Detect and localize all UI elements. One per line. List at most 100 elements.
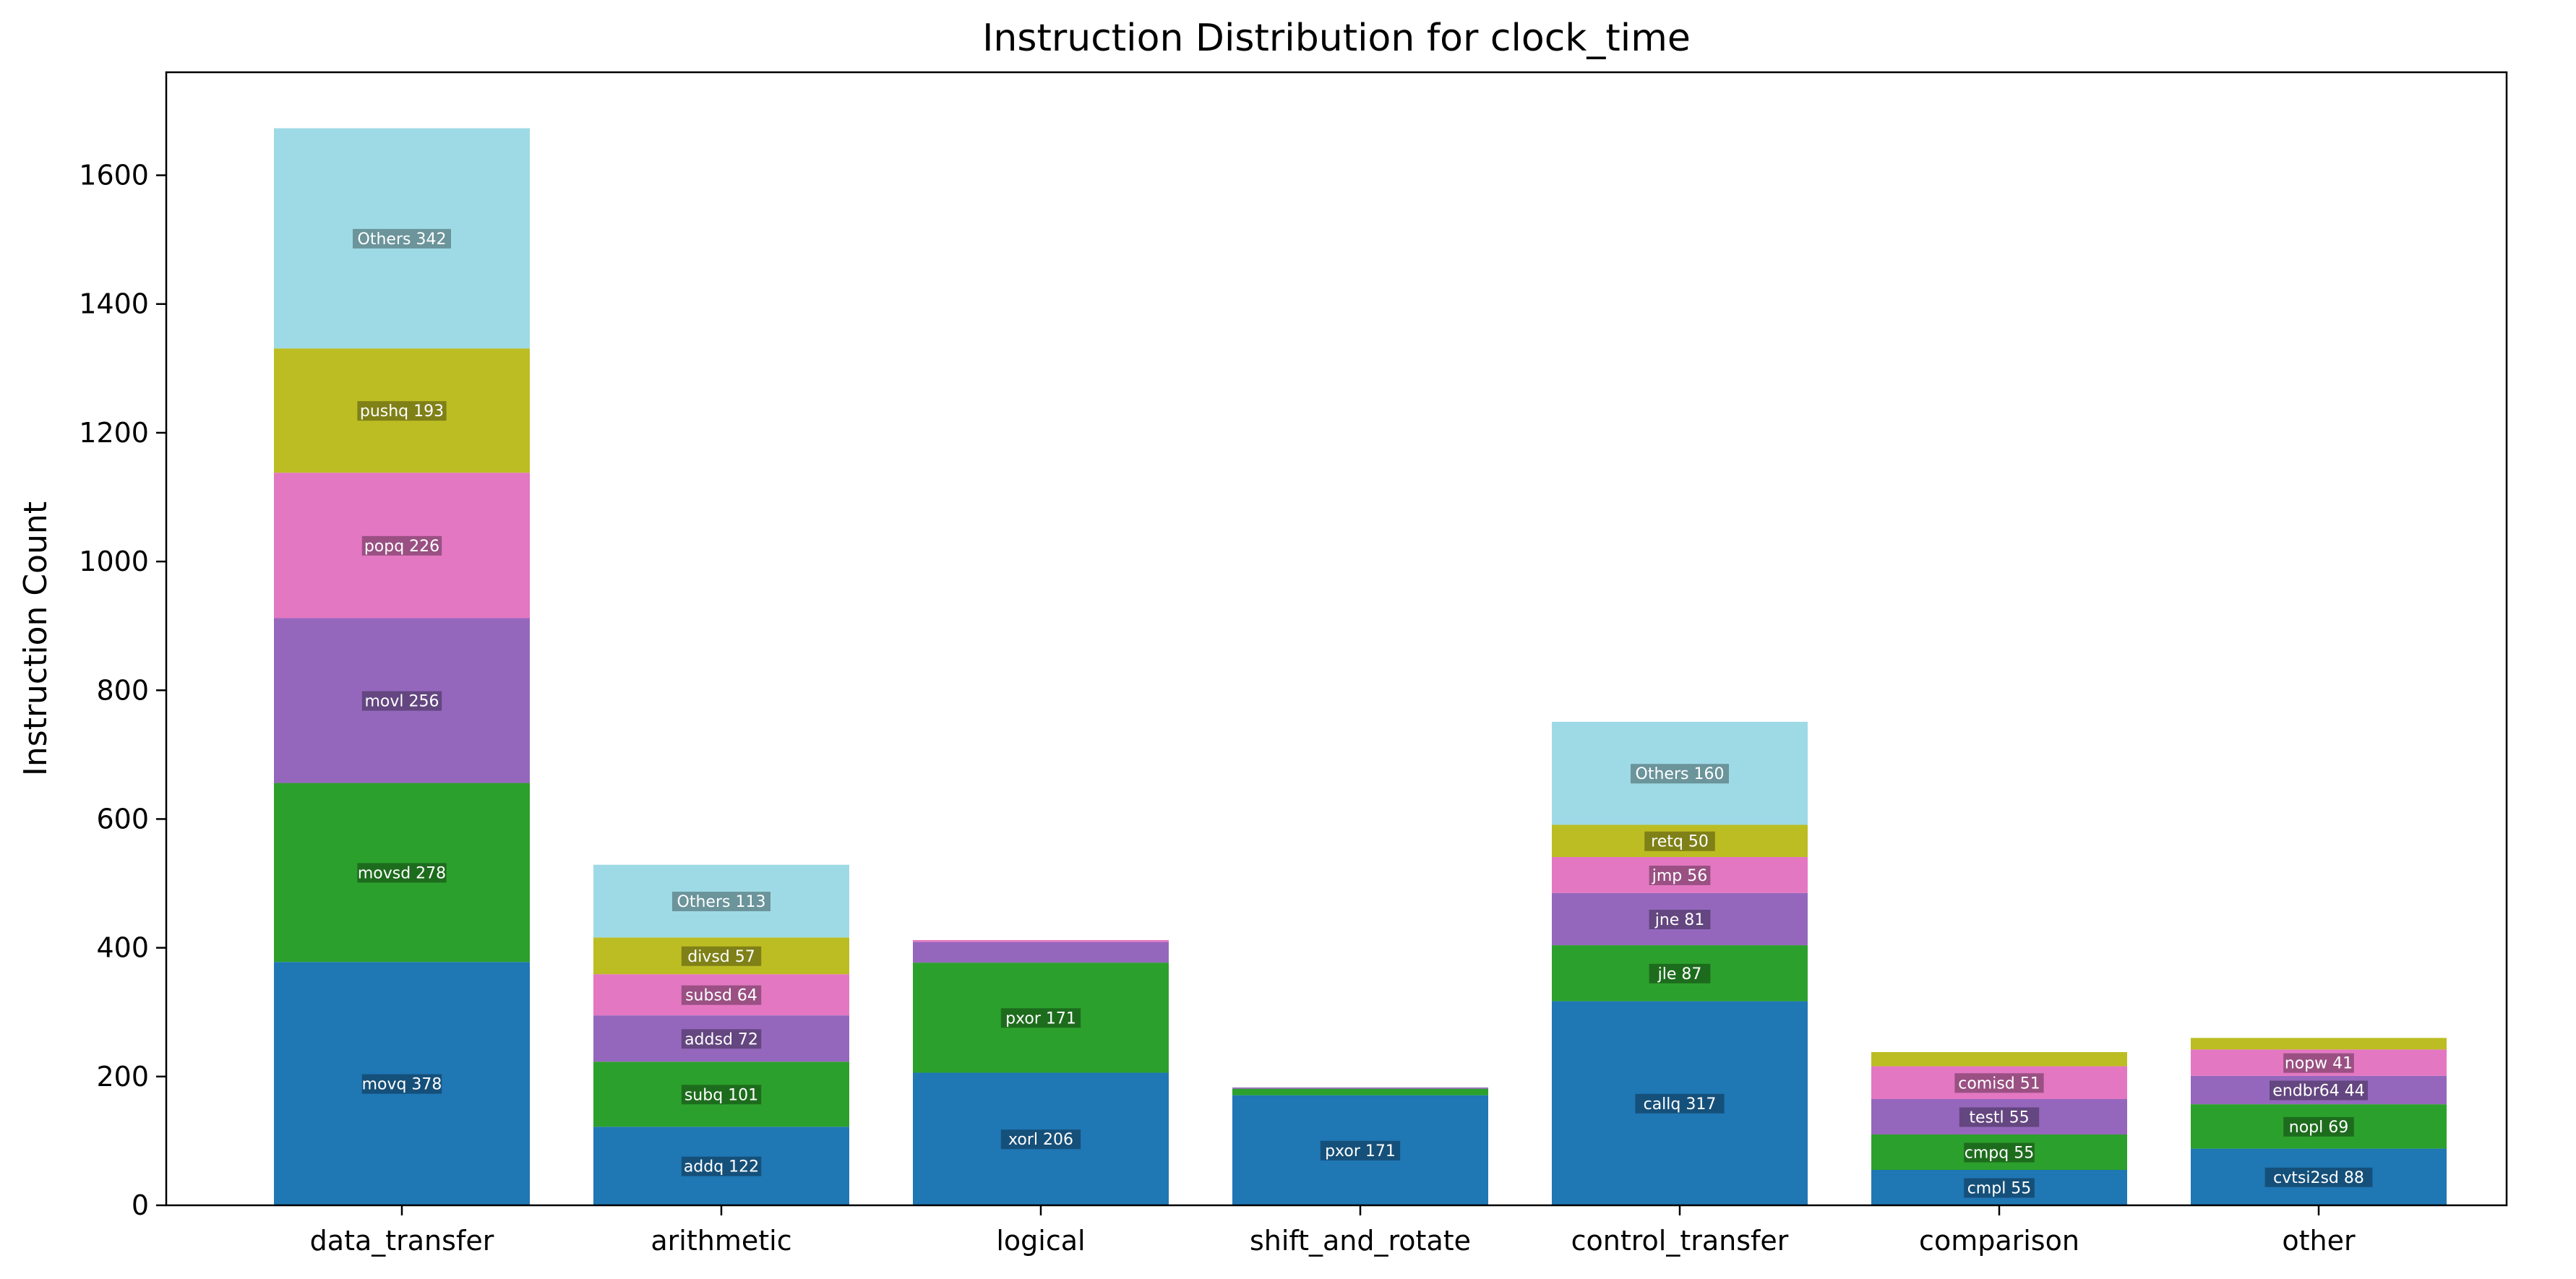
y-tick-label: 1000 bbox=[79, 546, 149, 577]
bar-segment-label-box bbox=[1959, 1107, 2040, 1127]
bar-segment-label-box bbox=[681, 985, 762, 1005]
y-tick-label: 1400 bbox=[79, 288, 149, 320]
x-tick-label: data_transfer bbox=[310, 1225, 494, 1257]
y-tick-label: 400 bbox=[96, 932, 149, 964]
bar-segment-label: movsd 278 bbox=[358, 864, 446, 882]
bar-segment-label-box bbox=[1635, 1093, 1725, 1114]
bar-segment-label: cvtsi2sd 88 bbox=[2273, 1169, 2364, 1187]
x-tick-label: arithmetic bbox=[651, 1225, 791, 1257]
bars-layer bbox=[274, 128, 2447, 1205]
bar-segment-label-box bbox=[1644, 831, 1715, 851]
bar-segment-label: callq 317 bbox=[1644, 1095, 1717, 1114]
bar-segment-label: nopw 41 bbox=[2285, 1055, 2353, 1073]
x-axis: data_transfer arithmetic logical shift_and_… bbox=[310, 1205, 2356, 1257]
bar-segment-label-box bbox=[681, 1029, 762, 1049]
bar-segment bbox=[593, 937, 849, 975]
bar-segment bbox=[1552, 892, 1808, 946]
bar-segment bbox=[913, 1072, 1169, 1205]
bar-segment-label-box bbox=[361, 535, 442, 556]
bar-segment bbox=[593, 864, 849, 938]
bar-segment bbox=[1871, 1170, 2127, 1205]
bar-segment bbox=[2191, 1148, 2447, 1205]
x-tick-label: comparison bbox=[1919, 1225, 2079, 1257]
bar-segment-label-box bbox=[681, 1156, 762, 1176]
bar-segment-label: Others 160 bbox=[1636, 765, 1725, 783]
bar-segment bbox=[1232, 1095, 1488, 1205]
bar-segment-label-box bbox=[1320, 1140, 1401, 1160]
bar-segment bbox=[1871, 1066, 2127, 1099]
bar-segment-label: cmpq 55 bbox=[1965, 1145, 2034, 1163]
x-tick-label: shift_and_rotate bbox=[1250, 1225, 1471, 1257]
bar-segment-label: Others 342 bbox=[358, 231, 447, 249]
bar-segment-label-box bbox=[1631, 764, 1729, 784]
bar-segment-label-box bbox=[1954, 1073, 2044, 1093]
bar-segment-label-box bbox=[1649, 909, 1711, 929]
y-tick-label: 200 bbox=[96, 1061, 149, 1093]
bar-segment-label: pxor 171 bbox=[1325, 1142, 1396, 1160]
bar-segment bbox=[1871, 1051, 2127, 1067]
bar-segment bbox=[274, 783, 530, 963]
bar-segment bbox=[1552, 1001, 1808, 1205]
bar-segment-label-box bbox=[353, 228, 451, 249]
bar-segment-label: jne 81 bbox=[1654, 911, 1705, 929]
bar-segment bbox=[1871, 1134, 2127, 1170]
y-tick-label: 0 bbox=[132, 1189, 149, 1221]
bar-segment bbox=[274, 348, 530, 473]
bar-segment-label: jmp 56 bbox=[1652, 867, 1708, 885]
bar-segment bbox=[1232, 1087, 1488, 1089]
bar-segment-label-box bbox=[1964, 1178, 2035, 1198]
bar-segment bbox=[1552, 824, 1808, 858]
bar-segment-label: movl 256 bbox=[364, 693, 439, 711]
plot-frame bbox=[165, 71, 2508, 1207]
bar-segment-label: comisd 51 bbox=[1958, 1075, 2040, 1093]
x-tick-label: logical bbox=[996, 1225, 1085, 1257]
bar-segment-label-box bbox=[1649, 963, 1711, 983]
bar-segment-label: endbr64 44 bbox=[2272, 1082, 2364, 1101]
bar-segment bbox=[593, 1127, 849, 1205]
bar-segment bbox=[274, 473, 530, 619]
bar-segment-label-box bbox=[2283, 1116, 2354, 1137]
bar-segment-label-box bbox=[2264, 1167, 2373, 1187]
bar-segment-label: cmpl 55 bbox=[1967, 1180, 2032, 1198]
bar-segment bbox=[274, 962, 530, 1205]
bar-segment bbox=[593, 974, 849, 1016]
y-tick-label: 1600 bbox=[79, 160, 149, 191]
bar-segment-label: nopl 69 bbox=[2289, 1119, 2348, 1137]
bar-segment-label: jle 87 bbox=[1657, 965, 1702, 983]
bar-segment bbox=[593, 1015, 849, 1062]
bar-segment bbox=[1232, 1088, 1488, 1095]
bar-segment bbox=[274, 618, 530, 783]
bar-segment-label-box bbox=[357, 401, 447, 421]
bar-segment bbox=[593, 1061, 849, 1127]
bar-segment-label: pushq 193 bbox=[360, 402, 444, 421]
bar-segment bbox=[2191, 1049, 2447, 1076]
bar-segment-label-box bbox=[357, 863, 447, 883]
bar-segment bbox=[1552, 721, 1808, 825]
x-tick-label: other bbox=[2282, 1225, 2356, 1257]
x-tick-label: control_transfer bbox=[1571, 1225, 1789, 1257]
bar-segment-label-box bbox=[2270, 1080, 2368, 1101]
bar-segment-label-box bbox=[1964, 1142, 2035, 1163]
bar-segment bbox=[913, 963, 1169, 1073]
bar-segment-label: retq 50 bbox=[1651, 833, 1709, 851]
chart-title: Instruction Distribution for clock_time bbox=[982, 17, 1691, 60]
bar-segment bbox=[913, 942, 1169, 963]
y-axis-label: Instruction Count bbox=[17, 501, 54, 776]
bar-segment-label: Others 113 bbox=[677, 893, 766, 911]
bar-segment-label: subsd 64 bbox=[685, 987, 757, 1005]
bar-segment-label: divsd 57 bbox=[687, 948, 755, 966]
bar-segment-label: subq 101 bbox=[684, 1086, 758, 1104]
bar-segment-label: addq 122 bbox=[684, 1158, 759, 1176]
bar-segment-label: testl 55 bbox=[1969, 1109, 2029, 1127]
bar-segment-label-box bbox=[681, 946, 762, 966]
bar-segment-label-box bbox=[672, 892, 770, 912]
bar-segment-label-box bbox=[361, 691, 442, 711]
bar-segment-label-box bbox=[361, 1074, 442, 1094]
bar-segment-label: movq 378 bbox=[362, 1076, 442, 1094]
bar-segment bbox=[2191, 1075, 2447, 1105]
y-tick-label: 600 bbox=[96, 803, 149, 835]
bar-segment-label: xorl 206 bbox=[1008, 1131, 1073, 1149]
bar-segment-label-box bbox=[2283, 1053, 2354, 1073]
